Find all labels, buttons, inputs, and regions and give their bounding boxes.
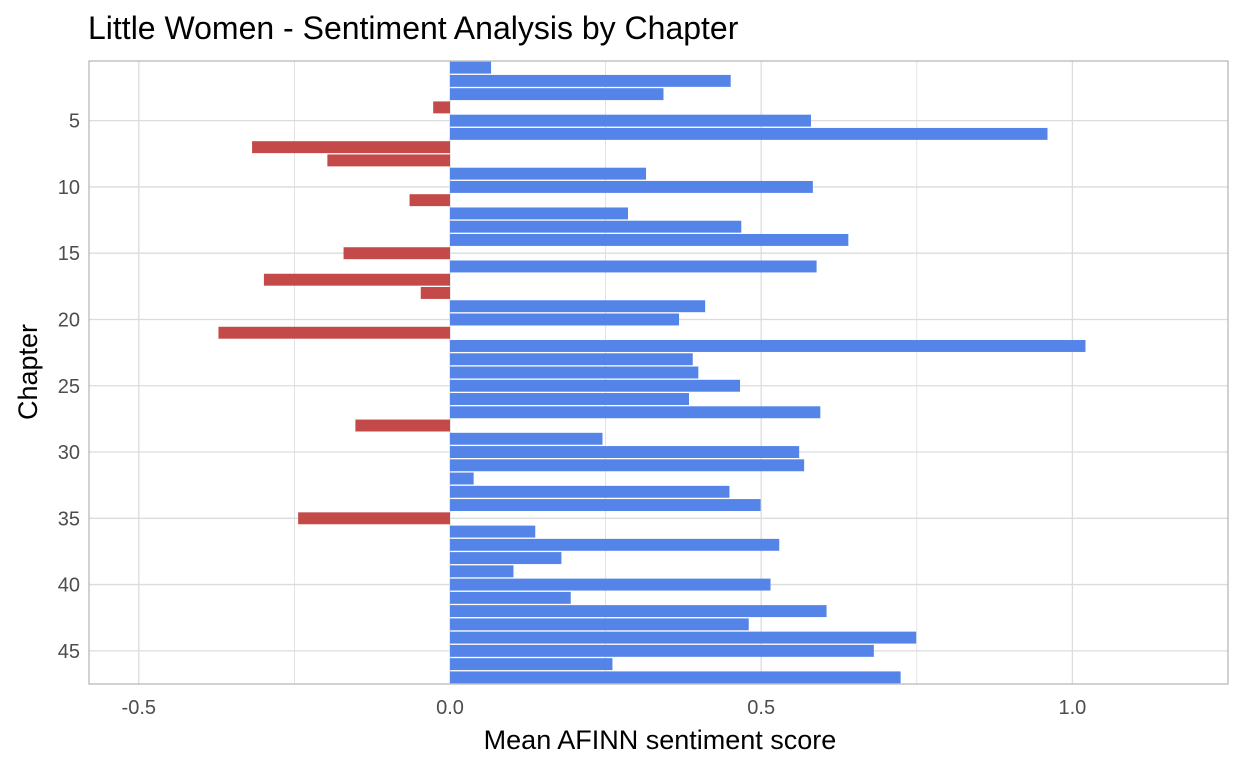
bar-chapter-43 (449, 618, 749, 631)
bar-chapter-31 (449, 459, 805, 472)
bar-chapter-35 (298, 512, 450, 525)
y-tick-labels: 5 10 15 20 25 30 35 40 45 (58, 111, 80, 663)
bar-chapter-40 (449, 578, 771, 591)
bar-chapter-37 (449, 538, 780, 551)
x-tick-labels: -0.5 0.0 0.5 1.0 (122, 697, 1087, 719)
bar-chapter-27 (449, 406, 821, 419)
chart-title: Little Women - Sentiment Analysis by Cha… (88, 10, 739, 46)
x-tick-label: 0.0 (436, 697, 464, 719)
bar-chapter-32 (449, 472, 474, 485)
bar-chapter-20 (449, 313, 680, 326)
y-tick-label: 45 (58, 641, 80, 663)
bar-chapter-19 (449, 300, 706, 313)
bar-chapter-3 (449, 88, 664, 101)
bar-chapter-5 (449, 114, 811, 127)
bar-chapter-1 (449, 61, 492, 74)
bar-chapter-47 (449, 671, 901, 684)
bar-chapter-26 (449, 393, 689, 405)
bar-chapter-25 (449, 379, 741, 392)
x-axis-title: Mean AFINN sentiment score (484, 725, 837, 755)
bar-chapter-46 (449, 658, 613, 671)
bar-chapter-36 (449, 525, 536, 538)
bar-chapter-39 (449, 565, 514, 578)
bar-chapter-29 (449, 432, 603, 445)
y-tick-label: 15 (58, 243, 80, 265)
bar-chapter-24 (449, 366, 699, 379)
x-tick-label: 0.5 (747, 697, 775, 719)
bar-chapter-42 (449, 605, 827, 618)
bar-chapter-2 (449, 74, 731, 87)
bar-chapter-8 (327, 154, 450, 167)
bar-chapter-16 (449, 260, 817, 273)
bar-chapter-14 (449, 233, 849, 246)
bar-chapter-28 (355, 419, 450, 432)
bar-chapter-30 (449, 446, 800, 458)
y-tick-label: 40 (58, 575, 80, 597)
bar-chapter-7 (252, 141, 450, 154)
bar-chapter-21 (218, 326, 450, 339)
x-tick-label: 1.0 (1058, 697, 1086, 719)
bar-chapter-18 (420, 287, 450, 299)
bar-chapter-12 (449, 207, 629, 220)
bar-chapter-38 (449, 552, 562, 565)
bar-chapter-45 (449, 644, 874, 657)
bars (218, 61, 1086, 684)
y-tick-label: 35 (58, 508, 80, 530)
bar-chapter-17 (263, 273, 450, 286)
y-tick-label: 20 (58, 309, 80, 331)
bar-chapter-9 (449, 167, 647, 180)
y-axis-title: Chapter (13, 324, 43, 420)
bar-chapter-22 (449, 340, 1086, 352)
bar-chapter-33 (449, 485, 730, 498)
bar-chapter-6 (449, 127, 1048, 140)
bar-chapter-23 (449, 353, 693, 366)
panel-border (88, 60, 1229, 685)
bar-chapter-13 (449, 220, 742, 233)
bar-chapter-41 (449, 591, 571, 604)
bar-chapter-4 (433, 101, 450, 114)
y-tick-label: 25 (58, 376, 80, 398)
bar-chapter-10 (449, 180, 813, 193)
x-tick-label: -0.5 (122, 697, 156, 719)
bar-chapter-44 (449, 631, 917, 644)
y-tick-label: 30 (58, 442, 80, 464)
y-tick-label: 10 (58, 177, 80, 199)
bar-chapter-15 (343, 247, 450, 260)
y-tick-label: 5 (69, 111, 80, 133)
bar-chapter-34 (449, 499, 761, 512)
bar-chapter-11 (409, 194, 450, 207)
